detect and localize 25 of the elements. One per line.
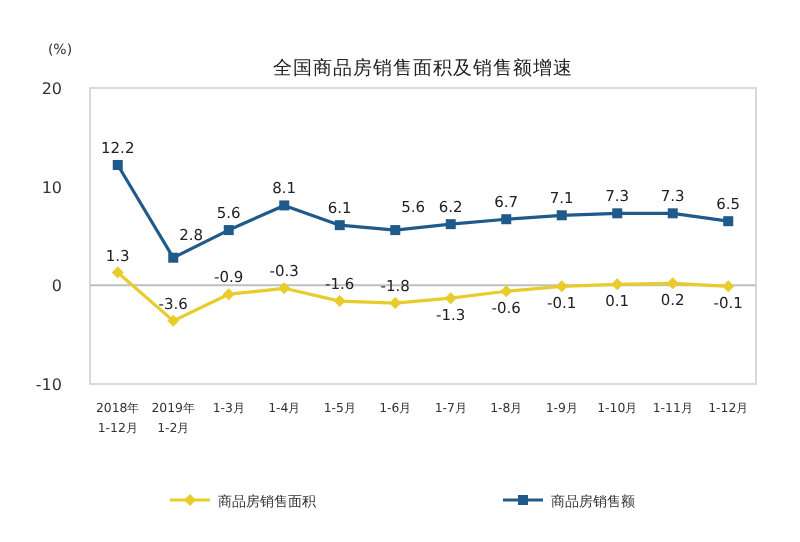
point <box>556 210 567 221</box>
point <box>279 200 290 211</box>
point <box>112 159 123 170</box>
y-tick-label: 20 <box>41 80 62 98</box>
point <box>334 220 345 231</box>
point <box>167 314 180 327</box>
point <box>445 219 456 230</box>
point <box>390 225 401 236</box>
y-tick-label: -10 <box>35 376 62 394</box>
chart-title: 全国商品房销售面积及销售额增速 <box>273 56 573 80</box>
point <box>555 280 568 293</box>
point <box>612 208 623 219</box>
point <box>723 216 734 227</box>
point <box>223 225 234 236</box>
y-tick-label: 0 <box>51 277 62 296</box>
point <box>501 214 512 225</box>
point <box>278 282 291 295</box>
y-tick-label: 10 <box>41 178 62 197</box>
point <box>168 252 179 263</box>
point <box>222 288 235 301</box>
point <box>333 295 346 308</box>
point <box>111 266 124 279</box>
point <box>667 208 678 219</box>
point <box>722 280 735 293</box>
point <box>500 285 513 298</box>
